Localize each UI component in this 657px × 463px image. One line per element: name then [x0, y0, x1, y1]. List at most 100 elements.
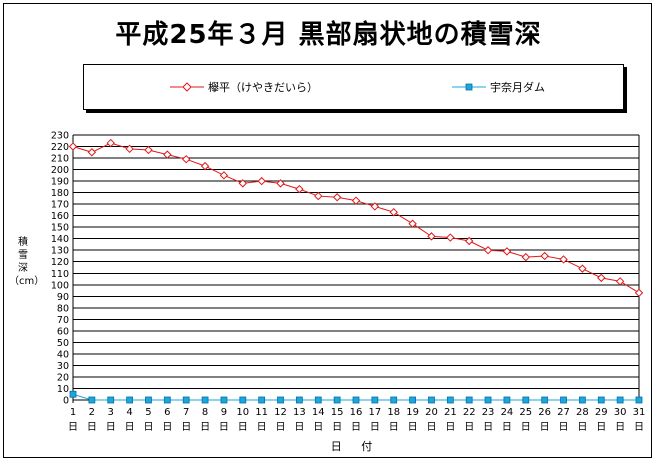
x-tick-suffix: 日: [276, 422, 286, 433]
data-point-series-2: [560, 396, 567, 404]
x-tick-suffix: 日: [238, 422, 248, 433]
data-point-series-2: [126, 396, 133, 404]
data-point-series-1: [219, 171, 229, 180]
x-tick-suffix: 日: [125, 422, 135, 433]
legend-label-series-1: 欅平（けやきだいら）: [208, 81, 318, 94]
x-tick-label: 16: [350, 407, 363, 418]
data-point-series-1: [351, 196, 361, 205]
data-point-series-2: [239, 396, 247, 404]
x-tick-label: 17: [368, 407, 381, 418]
y-tick-label: 100: [51, 280, 69, 291]
x-tick-label: 9: [221, 407, 227, 418]
x-tick-suffix: 日: [559, 422, 569, 433]
y-tick-label: 130: [51, 246, 69, 257]
data-point-series-2: [182, 396, 190, 404]
x-tick-suffix: 日: [87, 422, 97, 433]
y-tick-label: 40: [57, 349, 69, 360]
x-tick-suffix: 日: [219, 422, 229, 433]
y-tick-label: 140: [51, 234, 69, 245]
y-tick-label: 180: [51, 188, 69, 199]
data-point-series-1: [163, 150, 172, 159]
x-tick-suffix: 日: [257, 422, 267, 433]
y-tick-label: 220: [51, 142, 69, 153]
y-axis-label: 積雪深 （cm）: [9, 236, 45, 288]
y-tick-label: 170: [51, 200, 69, 211]
data-point-series-2: [314, 396, 322, 404]
x-tick-suffix: 日: [181, 422, 191, 433]
x-tick-suffix: 日: [615, 422, 625, 433]
x-tick-suffix: 日: [540, 422, 550, 433]
series-line-1: [72, 142, 640, 294]
x-tick-suffix: 日: [502, 422, 512, 433]
data-point-series-2: [277, 396, 284, 404]
x-tick-label: 27: [557, 407, 570, 418]
y-tick-label: 0: [63, 396, 69, 407]
data-point-series-1: [483, 246, 493, 255]
x-tick-label: 24: [501, 407, 514, 418]
data-point-series-2: [446, 396, 454, 404]
x-tick-suffix: 日: [634, 422, 644, 433]
legend: 欅平（けやきだいら） 宇奈月ダム: [83, 64, 624, 110]
data-point-series-1: [615, 277, 625, 286]
x-tick-label: 25: [519, 407, 532, 418]
data-point-series-1: [597, 273, 606, 283]
data-point-series-2: [69, 390, 77, 398]
y-tick-label: 70: [57, 315, 69, 326]
data-point-series-2: [522, 396, 530, 404]
data-point-series-1: [578, 264, 587, 273]
data-point-series-2: [333, 396, 341, 404]
y-tick-label: 10: [57, 384, 69, 395]
x-tick-suffix: 日: [521, 422, 531, 433]
data-point-series-2: [579, 396, 586, 404]
legend-label-series-2: 宇奈月ダム: [490, 81, 545, 94]
x-tick-suffix: 日: [426, 422, 436, 433]
x-tick-suffix: 日: [370, 422, 380, 433]
y-tick-label: 50: [57, 338, 69, 349]
data-point-series-2: [352, 396, 360, 404]
y-tick-label: 80: [57, 303, 69, 314]
x-tick-suffix: 日: [408, 422, 418, 433]
data-point-series-2: [465, 396, 473, 404]
x-tick-suffix: 日: [483, 422, 493, 433]
x-tick-label: 30: [614, 407, 627, 418]
data-point-series-2: [107, 396, 115, 404]
x-tick-label: 13: [293, 407, 306, 418]
x-tick-label: 26: [538, 407, 551, 418]
legend-marker-square-icon: [452, 79, 486, 95]
y-tick-label: 200: [51, 165, 69, 176]
y-tick-label: 210: [51, 154, 69, 165]
data-point-series-2: [201, 396, 209, 404]
data-point-series-1: [314, 191, 323, 201]
data-point-series-1: [427, 232, 436, 241]
x-tick-label: 15: [331, 407, 344, 418]
x-tick-suffix: 日: [351, 422, 361, 433]
data-point-series-1: [144, 145, 153, 155]
data-point-series-1: [446, 233, 455, 242]
data-point-series-2: [503, 396, 511, 404]
x-tick-suffix: 日: [332, 422, 342, 433]
x-tick-label: 10: [236, 407, 249, 418]
x-tick-label: 19: [406, 407, 419, 418]
x-tick-suffix: 日: [106, 422, 116, 433]
y-tick-label: 150: [51, 223, 69, 234]
x-tick-suffix: 日: [577, 422, 587, 433]
x-tick-suffix: 日: [162, 422, 172, 433]
data-point-series-1: [125, 144, 134, 154]
data-point-series-2: [597, 396, 605, 404]
data-point-series-1: [87, 148, 97, 157]
y-axis-label-line: 積: [18, 237, 28, 248]
y-tick-label: 20: [57, 372, 69, 383]
data-point-series-1: [295, 184, 304, 194]
data-point-series-1: [276, 179, 285, 188]
y-axis-label-line: （cm）: [9, 276, 45, 287]
data-point-series-1: [408, 219, 417, 228]
x-tick-suffix: 日: [68, 422, 78, 433]
data-point-series-1: [521, 252, 531, 262]
data-point-series-1: [332, 193, 342, 202]
x-tick-label: 7: [183, 407, 189, 418]
data-point-series-1: [238, 179, 248, 188]
x-tick-suffix: 日: [389, 422, 399, 433]
data-point-series-2: [541, 396, 549, 404]
x-axis-label: 日 付: [330, 440, 381, 453]
data-point-series-1: [464, 236, 474, 246]
